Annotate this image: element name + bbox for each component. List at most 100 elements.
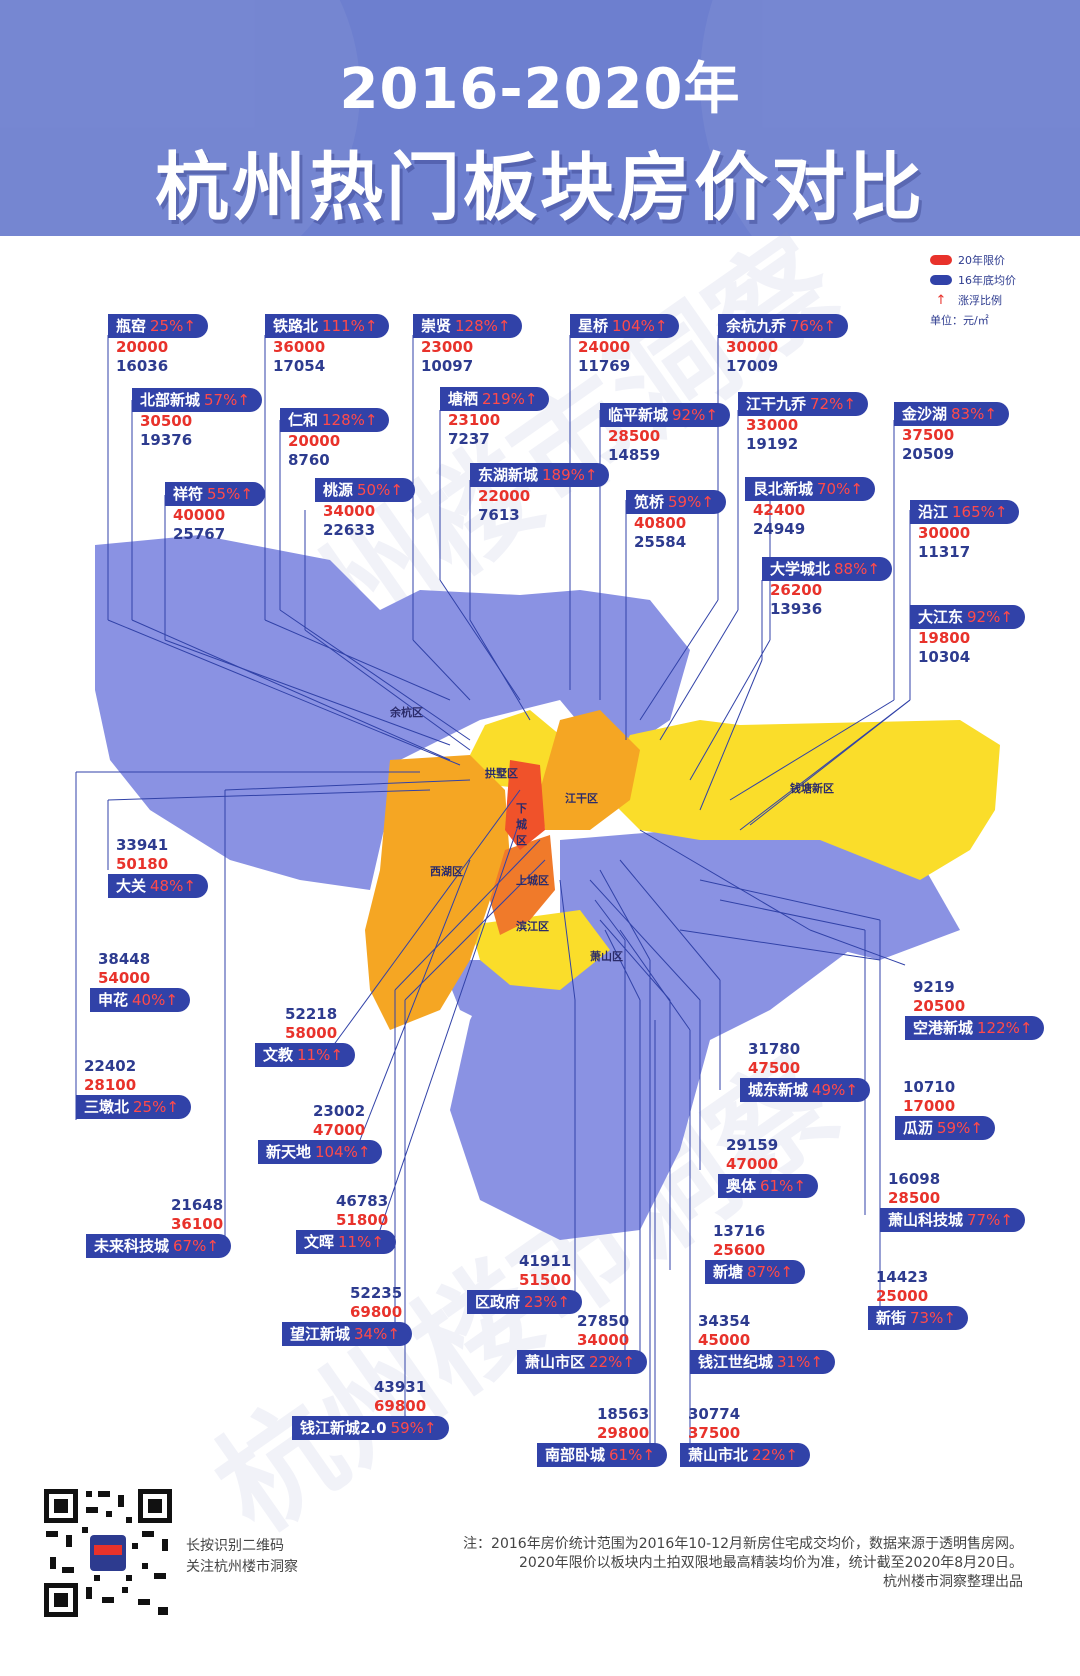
block-tag: 艮北新城 70%↑ (745, 477, 875, 501)
district-label: 滨江区 (516, 920, 549, 933)
price-2020: 37500 (902, 426, 955, 444)
block-tag: 东湖新城 189%↑ (470, 463, 610, 487)
price-2020: 23100 (448, 411, 501, 429)
region-xiacheng (505, 760, 545, 850)
block-tag: 崇贤 128%↑ (413, 314, 523, 338)
block-tag: 南部卧城 61%↑ (537, 1443, 667, 1467)
price-2016: 17009 (726, 357, 779, 375)
year-range-title: 2016-2020年 (339, 57, 741, 122)
region-xihu (365, 755, 510, 1030)
price-2020: 20500 (913, 997, 966, 1015)
price-2016: 31780 (748, 1040, 801, 1058)
price-2020: 28500 (608, 427, 661, 445)
price-2020: 30000 (726, 338, 779, 356)
block-tag: 文晖 11%↑ (296, 1230, 396, 1254)
price-2020: 45000 (698, 1331, 751, 1349)
price-2020: 26200 (770, 581, 823, 599)
region-jianggan (540, 710, 640, 830)
district-label: 拱墅区 (485, 767, 518, 780)
block-tag: 余杭九乔 76%↑ (718, 314, 848, 338)
block-label-quzhengfu: 41911 51500 区政府 23%↑ (467, 1252, 582, 1314)
price-2020: 17000 (903, 1097, 956, 1115)
block-tag: 奥体 61%↑ (718, 1174, 818, 1198)
block-tag: 新街 73%↑ (868, 1306, 968, 1330)
block-label-beibu: 北部新城 57%↑ 30500 19376 (132, 388, 262, 450)
price-2016: 27850 (577, 1312, 630, 1330)
price-2016: 46783 (336, 1192, 389, 1210)
price-2020: 22000 (478, 487, 531, 505)
block-label-taoyuan: 桃源 50%↑ 34000 22633 (315, 478, 415, 540)
price-2020: 47000 (726, 1155, 779, 1173)
price-2016: 25767 (173, 525, 226, 543)
block-tag: 空港新城 122%↑ (905, 1016, 1045, 1040)
block-tag: 申花 40%↑ (90, 988, 190, 1012)
district-label: 余杭区 (390, 706, 423, 719)
block-label-tielubei: 铁路北 111%↑ 36000 17054 (265, 314, 390, 376)
block-label-xinjie: 14423 25000 新街 73%↑ (868, 1268, 968, 1330)
block-label-daguan: 33941 50180 大关 48%↑ (108, 836, 208, 898)
header-banner: 2016-2020年 杭州热门板块房价对比 (0, 0, 1080, 236)
block-tag: 钱江世纪城 31%↑ (690, 1350, 835, 1374)
block-tag: 仁和 128%↑ (280, 408, 390, 432)
qr-caption: 长按识别二维码 关注杭州楼市洞察 (186, 1538, 298, 1575)
price-2020: 50180 (116, 855, 169, 873)
price-2020: 36100 (171, 1215, 224, 1233)
price-2020: 34000 (577, 1331, 630, 1349)
price-2020: 54000 (98, 969, 151, 987)
block-label-xintiandi: 23002 47000 新天地 104%↑ (258, 1102, 383, 1164)
block-tag: 三墩北 25%↑ (76, 1095, 191, 1119)
price-2016: 11317 (918, 543, 971, 561)
qr-code[interactable] (42, 1487, 174, 1619)
price-2016: 7613 (478, 506, 520, 524)
price-2016: 18563 (597, 1405, 650, 1423)
price-2020: 40000 (173, 506, 226, 524)
block-tag: 区政府 23%↑ (467, 1290, 582, 1314)
block-label-dajiangdong: 大江东 92%↑ 19800 10304 (910, 605, 1025, 667)
block-tag: 文教 11%↑ (255, 1043, 355, 1067)
block-label-wangjiang: 52235 69800 望江新城 34%↑ (282, 1284, 412, 1346)
price-2016: 20509 (902, 445, 955, 463)
legend-swatch (930, 255, 952, 265)
block-label-xiaoshanbei: 30774 37500 萧山市北 22%↑ (680, 1405, 810, 1467)
price-2020: 51800 (336, 1211, 389, 1229)
price-2020: 33000 (746, 416, 799, 434)
block-tag: 桃源 50%↑ (315, 478, 415, 502)
region-yuhang (95, 535, 690, 890)
price-2016: 14859 (608, 446, 661, 464)
block-label-genbei: 艮北新城 70%↑ 42400 24949 (745, 477, 875, 539)
price-2020: 42400 (753, 501, 806, 519)
price-2016: 52218 (285, 1005, 338, 1023)
price-2020: 30500 (140, 412, 193, 430)
legend-item-pct: ↑ 涨浮比例 (930, 290, 1016, 310)
block-tag: 钱江新城2.0 59%↑ (292, 1416, 449, 1440)
block-tag: 未来科技城 67%↑ (86, 1234, 231, 1258)
price-2016: 9219 (913, 978, 955, 996)
block-label-sandunbei: 22402 28100 三墩北 25%↑ (76, 1057, 191, 1119)
block-label-weilai: 21648 36100 未来科技城 67%↑ (86, 1196, 231, 1258)
price-2020: 37500 (688, 1424, 741, 1442)
block-label-tangqi: 塘栖 219%↑ 23100 7237 (440, 387, 550, 449)
district-label: 西湖区 (430, 865, 463, 878)
block-label-xiangfu: 祥符 55%↑ 40000 25767 (165, 482, 265, 544)
price-2020: 34000 (323, 502, 376, 520)
price-2016: 52235 (350, 1284, 403, 1302)
block-tag: 大学城北 88%↑ (762, 557, 892, 581)
block-label-yanjiang: 沿江 165%↑ 30000 11317 (910, 500, 1020, 562)
price-2020: 25000 (876, 1287, 929, 1305)
price-2016: 10710 (903, 1078, 956, 1096)
block-tag: 北部新城 57%↑ (132, 388, 262, 412)
district-label: 上城区 (516, 874, 549, 887)
legend-swatch (930, 275, 952, 285)
footnote: 注：2016年房价统计范围为2016年10-12月新房住宅成交均价，数据来源于透… (463, 1536, 1023, 1590)
price-2020: 40800 (634, 514, 687, 532)
price-2016: 11769 (578, 357, 631, 375)
block-tag: 大江东 92%↑ (910, 605, 1025, 629)
block-tag: 塘栖 219%↑ (440, 387, 550, 411)
price-2016: 22402 (84, 1057, 137, 1075)
block-label-nanbuwo: 18563 29800 南部卧城 61%↑ (537, 1405, 667, 1467)
price-2020: 28100 (84, 1076, 137, 1094)
block-tag: 望江新城 34%↑ (282, 1322, 412, 1346)
price-2016: 21648 (171, 1196, 224, 1214)
block-label-qianjiang2: 43931 69800 钱江新城2.0 59%↑ (292, 1378, 449, 1440)
